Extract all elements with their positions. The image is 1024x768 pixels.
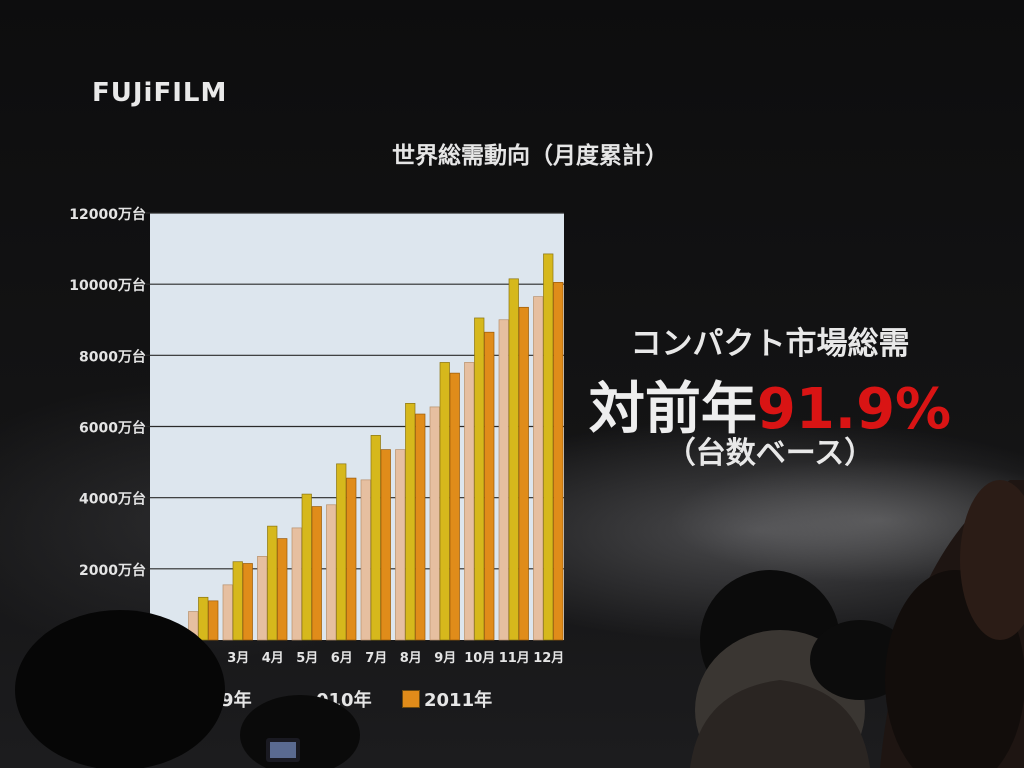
x-tick-label: 3月: [227, 651, 249, 666]
bar-2009年-11月: [498, 319, 509, 641]
yoy-prefix: 対前年: [588, 377, 757, 442]
bar-2011年-3月: [242, 563, 253, 641]
bar-2011年-6月: [346, 477, 357, 641]
bar-2010年-10月: [474, 317, 485, 641]
bar-2010年-5月: [301, 493, 312, 641]
bar-2010年-12月: [543, 253, 554, 641]
bar-2010年-9月: [439, 362, 450, 641]
bar-2010年-2月: [198, 596, 209, 641]
x-tick-label: 5月: [296, 651, 318, 666]
y-tick-label: 2000万台: [79, 562, 146, 579]
yoy-line: 対前年91.9%: [580, 364, 960, 445]
bar-2011年-10月: [484, 331, 495, 641]
x-tick-label: 9月: [434, 651, 456, 666]
bar-2009年-8月: [395, 449, 406, 641]
y-tick-label: 4000万台: [79, 491, 146, 508]
bar-2010年-11月: [508, 278, 519, 641]
bar-2010年-4月: [267, 525, 278, 641]
legend-item-2011: 2011年: [402, 686, 492, 712]
bar-2009年-4月: [257, 556, 268, 641]
bar-2009年-9月: [429, 406, 440, 641]
bar-2011年-12月: [553, 282, 564, 641]
y-tick-label: 10000万台: [69, 277, 146, 294]
x-tick-label: 6月: [331, 651, 353, 666]
bar-2009年-5月: [291, 527, 302, 641]
y-tick-label: 12000万台: [69, 206, 146, 223]
bar-2010年-8月: [405, 403, 416, 641]
legend-swatch-2011: [402, 690, 420, 708]
bar-2011年-5月: [311, 506, 322, 641]
y-tick-label: 6000万台: [79, 420, 146, 437]
bar-2009年-10月: [464, 362, 475, 641]
fujifilm-logo: FUJiFILM: [92, 78, 228, 108]
bar-2009年-6月: [326, 504, 337, 641]
x-tick-label: 10月: [464, 651, 495, 666]
bar-2009年-7月: [360, 479, 371, 641]
chart-title: 世界総需動向（月度累計）: [392, 143, 668, 169]
yoy-value: 91.9%: [756, 377, 952, 442]
bar-2011年-4月: [277, 538, 288, 641]
x-tick-label: 8月: [400, 651, 422, 666]
x-tick-label: 7月: [365, 651, 387, 666]
bar-2010年-7月: [370, 435, 381, 641]
basis-text: （台数ベース）: [665, 436, 875, 471]
bar-2010年-6月: [336, 463, 347, 641]
bar-2011年-7月: [380, 449, 391, 641]
bar-2011年-11月: [518, 306, 529, 641]
y-tick-label: 8000万台: [79, 348, 146, 365]
x-tick-label: 12月: [533, 651, 564, 666]
bar-2010年-3月: [232, 561, 243, 641]
bar-2011年-2月: [208, 600, 219, 641]
x-tick-label: 11月: [499, 651, 530, 666]
bar-2009年-12月: [533, 296, 544, 641]
headline-text: コンパクト市場総需: [630, 326, 910, 362]
bar-2011年-8月: [415, 413, 426, 641]
legend-label-2011: 2011年: [424, 690, 493, 711]
bar-2009年-3月: [222, 584, 233, 641]
x-tick-label: 4月: [262, 651, 284, 666]
bar-2011年-9月: [449, 372, 460, 641]
